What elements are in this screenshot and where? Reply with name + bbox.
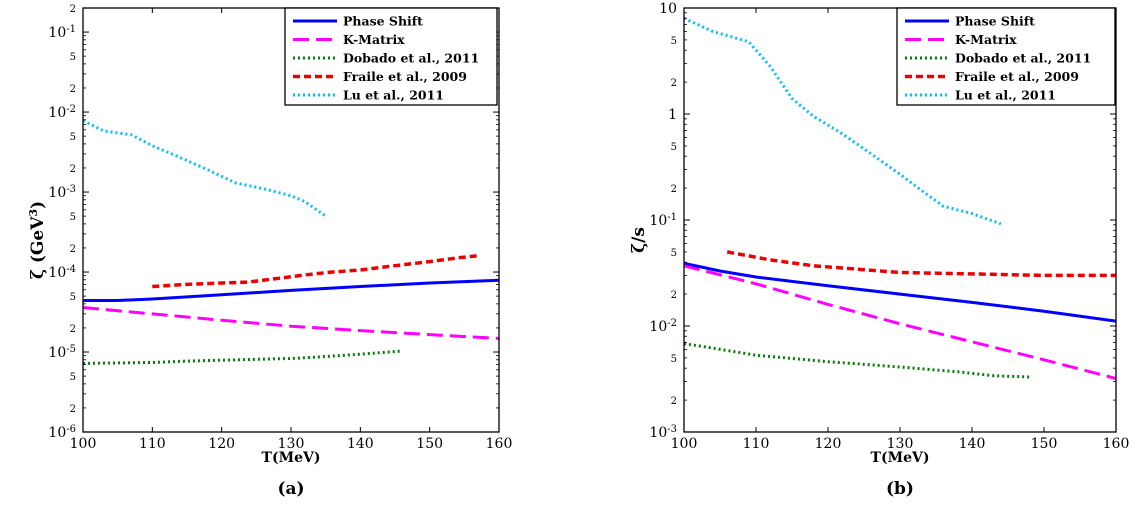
panel-a-y-tick-label: 10-6 — [48, 424, 76, 442]
panel-b-legend-label-0: Phase Shift — [955, 14, 1035, 29]
panel-a-legend-label-0: Phase Shift — [343, 14, 423, 29]
panel-b-legend-label-4: Lu et al., 2011 — [955, 88, 1056, 103]
panel-b-x-tick-label: 120 — [815, 436, 842, 452]
panel-a: 100 110 120 130 140 150 160 2 5 2 5 2 5 2 5 2 5 2 10-6 10-5… — [27, 4, 513, 499]
panel-b-legend-label-1: K-Matrix — [955, 32, 1017, 47]
panel-b-x-tick-label: 160 — [1103, 436, 1130, 452]
panel-a-y-minor-label: 5 — [70, 52, 76, 63]
panel-b-x-tick-label: 110 — [743, 436, 770, 452]
panel-b-y-minor-label: 2 — [671, 78, 677, 89]
panel-a-legend-label-2: Dobado et al., 2011 — [343, 51, 479, 66]
panel-a-x-tick-label: 100 — [70, 436, 97, 452]
panel-a-legend-label-1: K-Matrix — [343, 32, 405, 47]
panel-b-x-tick-label: 140 — [959, 436, 986, 452]
panel-a-y-tick-label: 10-5 — [48, 344, 76, 362]
panel-a-x-tick-label: 110 — [139, 436, 166, 452]
panel-a-y-minor-label: 2 — [70, 324, 76, 335]
panel-b-y-minor-label: 5 — [671, 142, 677, 153]
panel-b-series-line-4 — [684, 16, 1002, 226]
panel-b-y-tick-label: 10-1 — [649, 212, 677, 230]
panel-b-y-minor-label: 2 — [671, 290, 677, 301]
panel-a-y-minor-label: 2 — [70, 404, 76, 415]
panel-a-x-tick-label: 150 — [416, 436, 443, 452]
panel-b: 100 110 120 130 140 150 1602525252510-310-210-… — [629, 1, 1129, 499]
panel-a-series-line-0 — [83, 278, 499, 302]
panel-b-series-line-2 — [684, 342, 1030, 379]
panel-a-legend-box — [284, 7, 498, 106]
panel-b-legend-label-2: Dobado et al., 2011 — [955, 51, 1091, 66]
panel-a-y-minor-label: 2 — [70, 84, 76, 95]
panel-a-y-minor-label: 5 — [70, 132, 76, 143]
panel-a-series-line-1 — [83, 306, 499, 340]
panel-b-legend: Phase Shift K-Matrix Dobado et al., 2011 Fr… — [896, 7, 1116, 106]
panel-b-y-tick-label: 10 — [659, 1, 677, 17]
panel-b-y-minor-label: 5 — [671, 354, 677, 365]
panel-a-legend: Phase Shift K-Matrix Dobado et al., 2011 Fr… — [284, 7, 498, 106]
panel-b-legend-box — [896, 7, 1116, 106]
panel-a-y-label-main: ζ (GeV — [28, 216, 48, 279]
panel-a-x-axis-label: T(MeV) — [262, 450, 321, 466]
panel-a-y-minor-label: 2 — [70, 164, 76, 175]
panel-a-series — [83, 119, 499, 365]
panel-a-y-label-tail: ) — [28, 201, 48, 209]
panel-a-y-axis-label: ζ (GeV3) — [27, 201, 49, 279]
panel-a-y-minor-label: 2 — [70, 4, 76, 15]
panel-b-series-line-0 — [684, 261, 1116, 323]
panel-b-x-tick-label: 150 — [1031, 436, 1058, 452]
panel-b-series-line-1 — [684, 264, 1116, 380]
panel-a-y-minor-label: 5 — [70, 372, 76, 383]
panel-a-legend-label-3: Fraile et al., 2009 — [343, 69, 467, 84]
panel-a-caption: (a) — [277, 479, 304, 499]
panel-a-y-tick-label: 10-3 — [48, 184, 76, 202]
panel-a-y-minor-label: 5 — [70, 292, 76, 303]
panel-a-ticks: 100 110 120 130 140 150 160 2 5 2 5 2 5 2 5 2 5 2 10-6 10-5… — [48, 4, 512, 452]
panel-b-series — [684, 16, 1116, 380]
panel-a-x-tick-label: 130 — [278, 436, 305, 452]
panel-a-legend-label-4: Lu et al., 2011 — [343, 88, 444, 103]
panel-a-y-tick-label: 10-4 — [48, 264, 76, 282]
panel-b-y-tick-label: 10-3 — [649, 424, 677, 442]
panel-a-x-tick-label: 160 — [486, 436, 513, 452]
panel-b-x-tick-label: 100 — [671, 436, 698, 452]
panel-a-y-tick-label: 10-2 — [48, 104, 76, 122]
panel-b-y-minor-label: 5 — [671, 248, 677, 259]
panel-b-y-minor-label: 2 — [671, 396, 677, 407]
panel-b-legend-label-3: Fraile et al., 2009 — [955, 69, 1079, 84]
panel-b-y-tick-label: 1 — [668, 107, 677, 123]
panel-b-x-tick-label: 130 — [887, 436, 914, 452]
panel-a-x-tick-label: 140 — [347, 436, 374, 452]
panel-b-y-minor-label: 5 — [671, 36, 677, 47]
panel-b-series-line-3 — [726, 250, 1116, 278]
panel-a-x-tick-label: 120 — [208, 436, 235, 452]
panel-b-y-minor-label: 2 — [671, 184, 677, 195]
panel-b-x-axis-label: T(MeV) — [871, 450, 930, 466]
panel-a-series-line-3 — [152, 253, 479, 289]
panel-a-y-tick-label: 10-1 — [48, 24, 76, 42]
panel-a-y-label-sup: 3 — [27, 209, 40, 217]
panel-a-y-minor-label: 2 — [70, 244, 76, 255]
panel-a-y-minor-label: 5 — [70, 212, 76, 223]
panel-a-series-line-2 — [83, 349, 403, 365]
panel-b-ticks: 100 110 120 130 140 150 1602525252510-310-210-… — [649, 1, 1129, 452]
panel-b-y-axis-label: ζ/s — [629, 227, 649, 253]
panel-b-y-tick-label: 10-2 — [649, 318, 677, 336]
panel-b-caption: (b) — [886, 479, 914, 499]
panel-a-series-line-4 — [83, 119, 327, 218]
